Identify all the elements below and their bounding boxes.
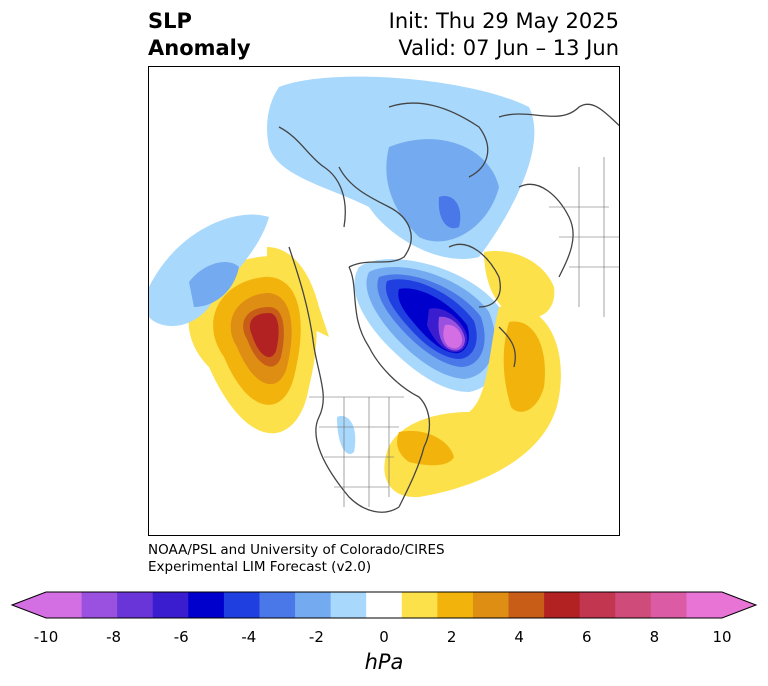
negative-anomaly-greenland: [354, 259, 508, 392]
colorbar-cell: [508, 592, 545, 618]
negative-anomaly-arctic: [267, 76, 535, 259]
colorbar-tick-label: -10: [33, 628, 59, 646]
colorbar-cell: [223, 592, 260, 618]
colorbar-tick-label: 6: [582, 628, 592, 646]
colorbar-cell: [650, 592, 687, 618]
colorbar-tick-label: -2: [308, 628, 324, 646]
colorbar-cell: [544, 592, 581, 618]
colorbar-cell: [46, 592, 83, 618]
colorbar-cells: [46, 592, 723, 618]
colorbar-tick-label: 0: [379, 628, 389, 646]
colorbar-cell: [579, 592, 616, 618]
credit-line-2: Experimental LIM Forecast (v2.0): [148, 559, 372, 575]
colorbar-cell: [366, 592, 403, 618]
colorbar-cell: [437, 592, 474, 618]
colorbar-cell: [152, 592, 189, 618]
political-borders: [309, 157, 619, 507]
title-block-left: SLP Anomaly: [148, 8, 251, 62]
title-block-right: Init: Thu 29 May 2025 Valid: 07 Jun – 13…: [389, 8, 619, 62]
colorbar: [10, 591, 758, 619]
colorbar-cell: [401, 592, 438, 618]
credit-text: NOAA/PSL and University of Colorado/CIRE…: [148, 542, 445, 576]
colorbar-tick-label: 10: [712, 628, 732, 646]
coastlines: [278, 102, 619, 513]
negative-anomaly-central-us: [337, 416, 356, 454]
map-panel: [148, 66, 620, 536]
anomaly-map: [149, 76, 619, 513]
positive-anomaly-atlantic: [384, 251, 561, 498]
colorbar-cell: [295, 592, 332, 618]
colorbar-cell: [472, 592, 510, 618]
colorbar-tick-label: 2: [446, 628, 457, 646]
colorbar-tick-label: -6: [173, 628, 189, 646]
negative-anomaly-alaska: [149, 214, 269, 327]
colorbar-cell: [188, 592, 225, 618]
colorbar-cell: [117, 592, 154, 618]
positive-anomaly-pacific: [188, 247, 329, 434]
valid-period: Valid: 07 Jun – 13 Jun: [398, 36, 619, 60]
title-anomaly: Anomaly: [148, 36, 251, 60]
colorbar-cell: [686, 592, 723, 618]
colorbar-max-extend: [722, 592, 756, 618]
colorbar-cell: [259, 592, 296, 618]
colorbar-cell: [330, 592, 367, 618]
colorbar-cell: [615, 592, 652, 618]
credit-line-1: NOAA/PSL and University of Colorado/CIRE…: [148, 542, 445, 558]
init-date: Init: Thu 29 May 2025: [388, 9, 619, 33]
title-variable: SLP: [148, 9, 192, 33]
colorbar-unit: hPa: [364, 650, 404, 674]
colorbar-tick-label: 4: [514, 628, 524, 646]
colorbar-tick-label: -4: [241, 628, 257, 646]
colorbar-tick-label: -8: [106, 628, 122, 646]
colorbar-cell: [81, 592, 118, 618]
colorbar-tick-label: 8: [649, 628, 660, 646]
colorbar-outline: [10, 591, 758, 619]
colorbar-min-extend: [12, 592, 46, 618]
